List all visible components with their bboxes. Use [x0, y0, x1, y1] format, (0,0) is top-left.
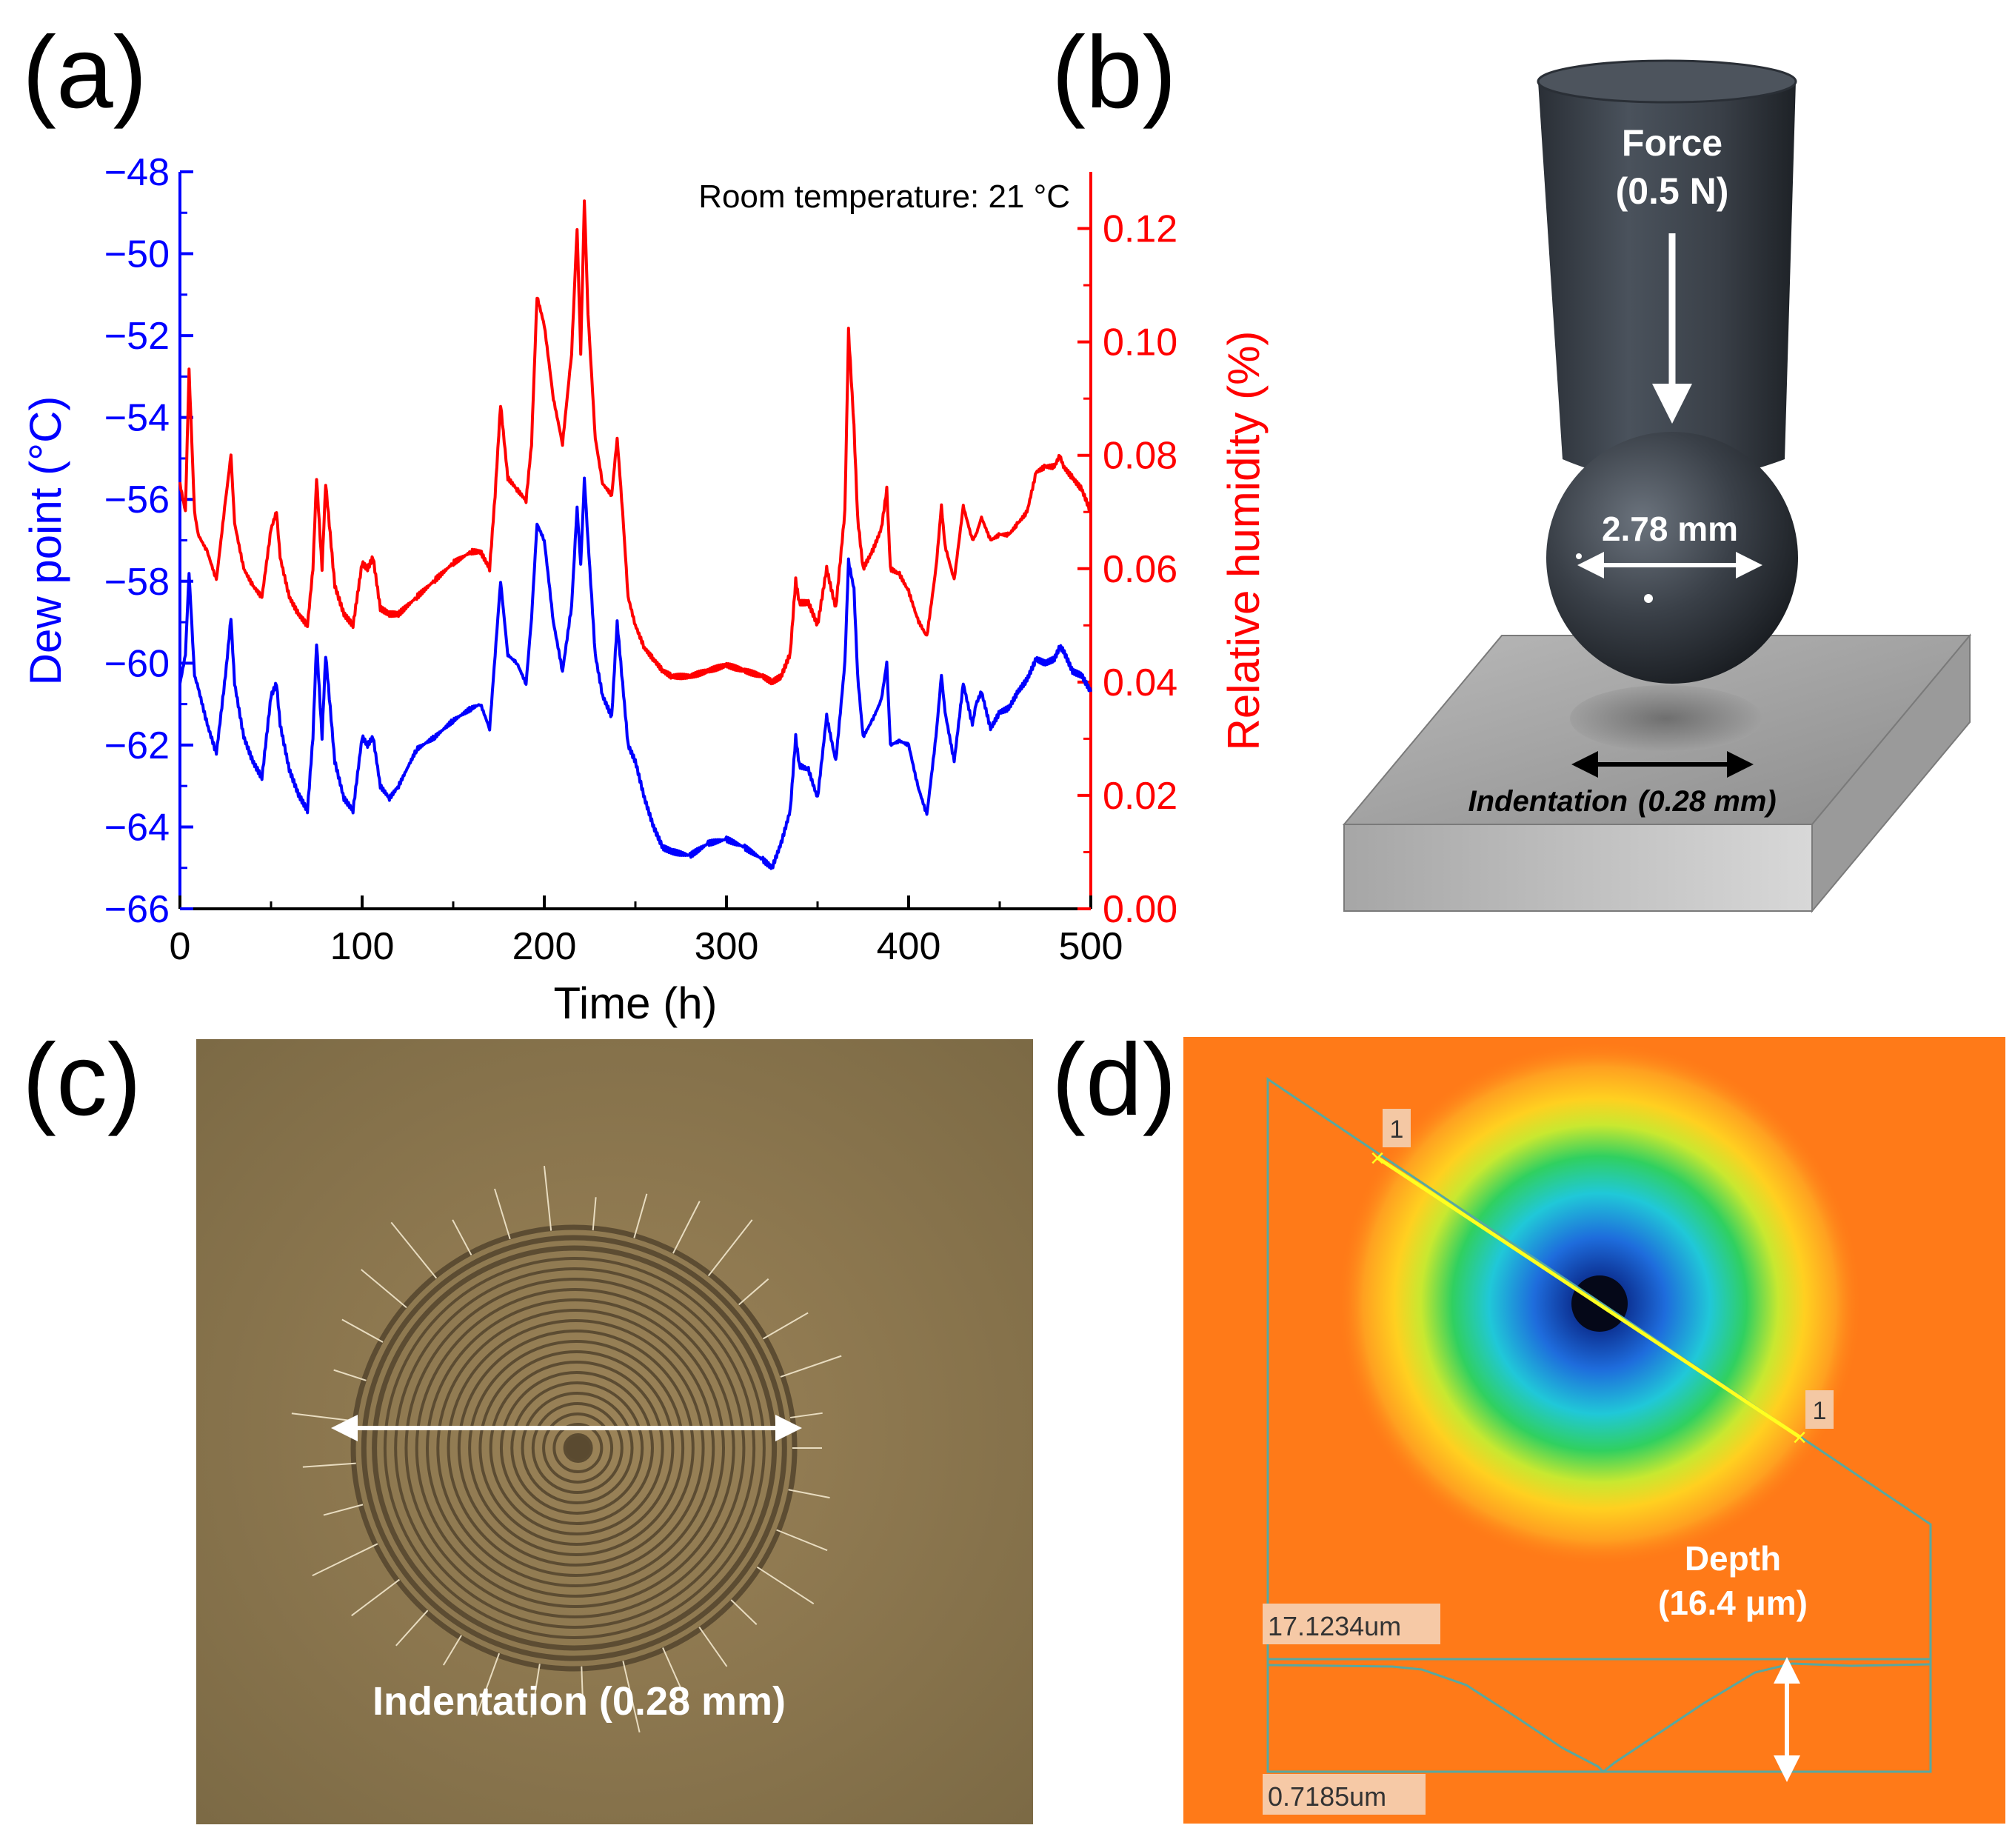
indenter-ball: [1546, 432, 1798, 684]
micrograph-panel-c: Indentation (0.28 mm): [196, 1039, 1033, 1824]
x-tick-label: 100: [330, 925, 395, 968]
force-value: (0.5 N): [1616, 170, 1729, 212]
y-tick-label-right: 0.08: [1103, 435, 1177, 478]
y-tick-label-right: 0.00: [1103, 888, 1177, 931]
chart-series: [180, 201, 1091, 868]
plate-front: [1344, 824, 1812, 911]
chart-tick-labels: 0 100 200 300 400 500 −48 −50 −52 −54 −56 −58 −60 −62…: [104, 151, 1177, 968]
y-tick-label-right: 0.12: [1103, 208, 1177, 251]
y-tick-label-left: −56: [104, 478, 170, 521]
panel-label-d: (d): [1052, 1023, 1177, 1137]
micrograph-caption: Indentation (0.28 mm): [372, 1679, 786, 1724]
y-tick-label-left: −66: [104, 888, 170, 931]
relative-humidity-series-line: [180, 201, 1091, 684]
y-tick-label-left: −64: [104, 806, 170, 849]
y-tick-label-left: −50: [104, 233, 170, 276]
x-tick-label: 200: [512, 925, 577, 968]
x-tick-label: 0: [170, 925, 191, 968]
ball-highlight: [1644, 594, 1653, 603]
ball-highlight: [1576, 553, 1582, 559]
panel-label-b: (b): [1052, 16, 1177, 130]
section-marker-cross: ×: [1370, 1144, 1385, 1172]
cylinder-top: [1538, 61, 1796, 102]
y-tick-label-left: −48: [104, 151, 170, 194]
x-tick-label: 300: [695, 925, 759, 968]
y-tick-label-right: 0.04: [1103, 661, 1177, 704]
panel-label-c: (c): [22, 1023, 141, 1137]
y-axis-title-right: Relative humidity (%): [1219, 331, 1269, 751]
figure: 0 100 200 300 400 500 −48 −50 −52 −54 −56 −58 −60 −62…: [0, 0, 2015, 1848]
section-marker-cross: ×: [1792, 1424, 1807, 1452]
ball-diameter-label: 2.78 mm: [1602, 510, 1738, 548]
y-tick-label-left: −52: [104, 315, 170, 358]
y-axis-title-left: Dew point (°C): [21, 396, 70, 686]
heightmap-panel-d: × × 1 1 Depth (16.4 μm) 17.1234um 0.7185…: [1183, 1037, 2005, 1824]
indentation-value: (0.28 mm): [1638, 785, 1777, 818]
chart-annotation: Room temperature: 21 °C: [698, 179, 1070, 215]
depth-label: Depth: [1685, 1539, 1781, 1578]
chart-axes: [180, 172, 1091, 909]
panel-label-a: (a): [22, 16, 147, 130]
x-tick-label: 400: [877, 925, 941, 968]
x-axis-title: Time (h): [553, 978, 717, 1028]
min-height-label: 0.7185um: [1268, 1781, 1386, 1812]
y-tick-label-left: −62: [104, 724, 170, 767]
x-tick-label: 500: [1059, 925, 1123, 968]
indentation-dent: [1570, 685, 1762, 752]
chart-panel-a: 0 100 200 300 400 500 −48 −50 −52 −54 −56 −58 −60 −62…: [21, 151, 1269, 1028]
y-tick-label-right: 0.10: [1103, 321, 1177, 364]
indentation-label: Indentation: [1468, 785, 1628, 818]
y-tick-label-left: −54: [104, 397, 170, 440]
plot-area: [180, 172, 1091, 909]
section-marker-end: 1: [1813, 1397, 1827, 1425]
max-height-label: 17.1234um: [1268, 1611, 1401, 1641]
force-label: Force: [1622, 122, 1722, 164]
indentation-ring: [565, 1435, 592, 1461]
section-marker-start: 1: [1390, 1115, 1404, 1144]
y-tick-label-left: −60: [104, 642, 170, 685]
y-tick-label-right: 0.06: [1103, 548, 1177, 591]
dew-point-series-line: [180, 478, 1091, 869]
y-tick-label-left: −58: [104, 561, 170, 604]
schematic-panel-b: Force (0.5 N) 2.78 mm Indentation (0.28 …: [1344, 61, 1970, 911]
depth-value: (16.4 μm): [1658, 1584, 1808, 1622]
y-tick-label-right: 0.02: [1103, 775, 1177, 818]
